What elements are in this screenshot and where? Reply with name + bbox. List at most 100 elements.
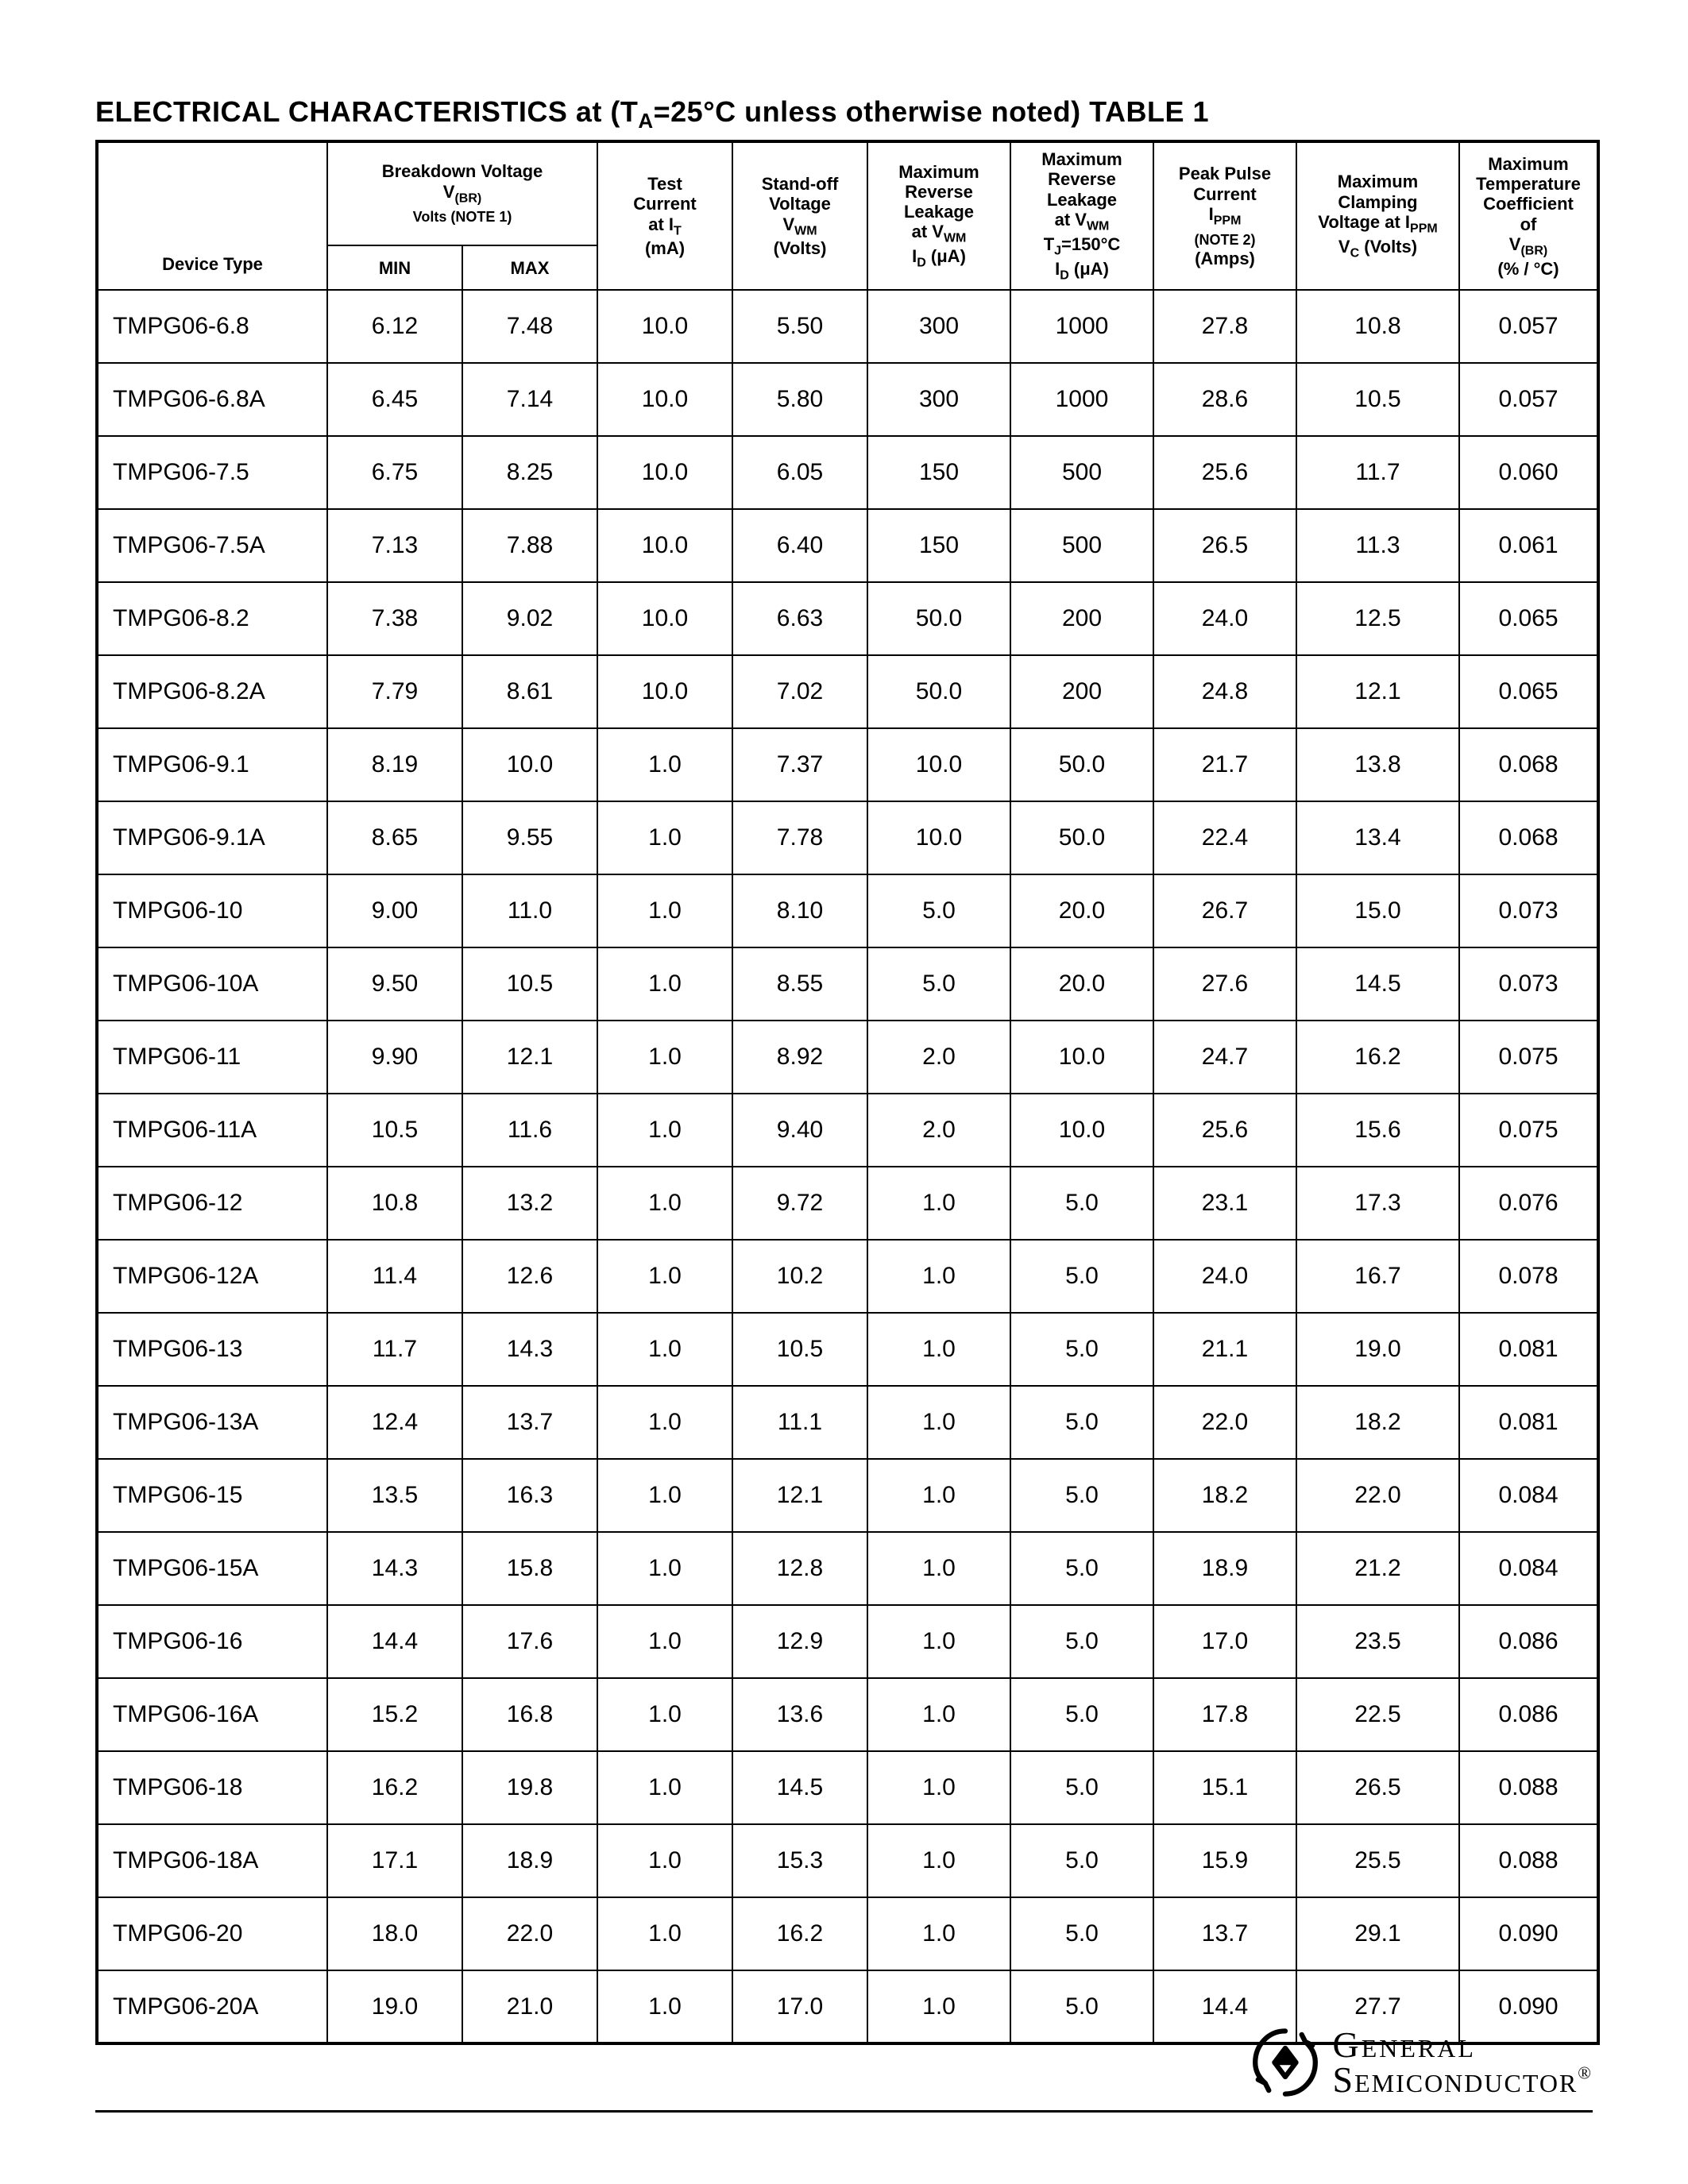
- cell-min: 9.50: [327, 947, 462, 1021]
- cell-it: 1.0: [597, 1094, 732, 1167]
- brand-line-2: Semiconductor®: [1332, 2062, 1593, 2097]
- cell-tc: 0.073: [1459, 874, 1598, 947]
- cell-tc: 0.061: [1459, 509, 1598, 582]
- cell-id2: 1000: [1010, 290, 1153, 363]
- cell-max: 12.1: [462, 1021, 597, 1094]
- cell-min: 16.2: [327, 1751, 462, 1824]
- cell-it: 1.0: [597, 1824, 732, 1897]
- cell-vc: 15.0: [1296, 874, 1459, 947]
- cell-device: TMPG06-7.5: [97, 436, 327, 509]
- leak1-l3: Leakage: [904, 202, 974, 222]
- cell-device: TMPG06-10: [97, 874, 327, 947]
- cell-min: 14.3: [327, 1532, 462, 1605]
- col-breakdown-group: Breakdown Voltage V(BR) Volts (NOTE 1): [327, 141, 597, 245]
- cell-vc: 22.5: [1296, 1678, 1459, 1751]
- cell-it: 10.0: [597, 655, 732, 728]
- table-row: TMPG06-1210.813.21.09.721.05.023.117.30.…: [97, 1167, 1598, 1240]
- cell-device: TMPG06-13A: [97, 1386, 327, 1459]
- col-max-label: MAX: [511, 258, 550, 278]
- table-row: TMPG06-9.1A8.659.551.07.7810.050.022.413…: [97, 801, 1598, 874]
- page: ELECTRICAL CHARACTERISTICS at (TA=25°C u…: [0, 0, 1688, 2184]
- cell-id1: 1.0: [867, 1240, 1010, 1313]
- vc-l4b: C: [1350, 246, 1360, 260]
- cell-ippm: 22.4: [1153, 801, 1296, 874]
- test-l1: Test: [647, 174, 682, 194]
- cell-vwm: 12.8: [732, 1532, 867, 1605]
- title-subscript: A: [638, 109, 653, 133]
- cell-tc: 0.084: [1459, 1532, 1598, 1605]
- cell-id1: 1.0: [867, 1386, 1010, 1459]
- cell-min: 13.5: [327, 1459, 462, 1532]
- cell-max: 10.5: [462, 947, 597, 1021]
- leak1-l4b: WM: [944, 232, 966, 245]
- cell-vwm: 15.3: [732, 1824, 867, 1897]
- leak2-l5c: =150°C: [1061, 234, 1120, 254]
- cell-ippm: 24.0: [1153, 1240, 1296, 1313]
- col-leak-1: Maximum Reverse Leakage at VWM ID (μA): [867, 141, 1010, 290]
- cell-vwm: 10.2: [732, 1240, 867, 1313]
- cell-id2: 200: [1010, 655, 1153, 728]
- cell-tc: 0.075: [1459, 1021, 1598, 1094]
- cell-vc: 18.2: [1296, 1386, 1459, 1459]
- cell-device: TMPG06-6.8A: [97, 363, 327, 436]
- cell-device: TMPG06-8.2: [97, 582, 327, 655]
- test-l3a: at I: [648, 214, 674, 234]
- cell-vc: 14.5: [1296, 947, 1459, 1021]
- cell-device: TMPG06-18: [97, 1751, 327, 1824]
- cell-tc: 0.081: [1459, 1386, 1598, 1459]
- table-row: TMPG06-1311.714.31.010.51.05.021.119.00.…: [97, 1313, 1598, 1386]
- cell-id1: 300: [867, 290, 1010, 363]
- cell-id1: 150: [867, 436, 1010, 509]
- cell-vc: 17.3: [1296, 1167, 1459, 1240]
- cell-vwm: 5.80: [732, 363, 867, 436]
- cell-it: 1.0: [597, 1459, 732, 1532]
- cell-ippm: 28.6: [1153, 363, 1296, 436]
- cell-max: 18.9: [462, 1824, 597, 1897]
- cell-ippm: 26.5: [1153, 509, 1296, 582]
- title-suffix: =25°C unless otherwise noted) TABLE 1: [654, 95, 1209, 128]
- cell-vc: 29.1: [1296, 1897, 1459, 1970]
- cell-min: 7.38: [327, 582, 462, 655]
- cell-vc: 13.8: [1296, 728, 1459, 801]
- cell-id2: 50.0: [1010, 728, 1153, 801]
- cell-max: 8.61: [462, 655, 597, 728]
- cell-vwm: 10.5: [732, 1313, 867, 1386]
- breakdown-sym-sub: (BR): [454, 191, 481, 205]
- cell-tc: 0.060: [1459, 436, 1598, 509]
- table-row: TMPG06-1614.417.61.012.91.05.017.023.50.…: [97, 1605, 1598, 1678]
- vc-l1: Maximum: [1338, 172, 1418, 191]
- cell-max: 21.0: [462, 1970, 597, 2043]
- cell-id2: 20.0: [1010, 947, 1153, 1021]
- cell-device: TMPG06-20A: [97, 1970, 327, 2043]
- cell-vc: 25.5: [1296, 1824, 1459, 1897]
- cell-id1: 300: [867, 363, 1010, 436]
- cell-min: 6.75: [327, 436, 462, 509]
- breakdown-note: Volts (NOTE 1): [413, 209, 512, 225]
- cell-vwm: 8.55: [732, 947, 867, 1021]
- cell-max: 13.2: [462, 1167, 597, 1240]
- cell-min: 19.0: [327, 1970, 462, 2043]
- cell-tc: 0.065: [1459, 655, 1598, 728]
- cell-id1: 50.0: [867, 655, 1010, 728]
- cell-vwm: 7.37: [732, 728, 867, 801]
- table-row: TMPG06-119.9012.11.08.922.010.024.716.20…: [97, 1021, 1598, 1094]
- cell-tc: 0.076: [1459, 1167, 1598, 1240]
- standoff-l3a: V: [782, 214, 794, 234]
- tc-l3: Coefficient: [1483, 194, 1574, 214]
- cell-vwm: 17.0: [732, 1970, 867, 2043]
- leak2-l5a: T: [1044, 234, 1054, 254]
- table-row: TMPG06-8.27.389.0210.06.6350.020024.012.…: [97, 582, 1598, 655]
- cell-id1: 150: [867, 509, 1010, 582]
- cell-vwm: 7.78: [732, 801, 867, 874]
- cell-id2: 5.0: [1010, 1751, 1153, 1824]
- cell-ippm: 18.9: [1153, 1532, 1296, 1605]
- cell-max: 7.48: [462, 290, 597, 363]
- col-standoff: Stand-off Voltage VWM (Volts): [732, 141, 867, 290]
- leak1-l5c: (μA): [926, 246, 966, 266]
- ippm-l1: Peak Pulse: [1179, 164, 1271, 183]
- vc-l3b: PPM: [1410, 222, 1438, 235]
- cell-device: TMPG06-15A: [97, 1532, 327, 1605]
- cell-vwm: 7.02: [732, 655, 867, 728]
- cell-min: 11.4: [327, 1240, 462, 1313]
- table-row: TMPG06-12A11.412.61.010.21.05.024.016.70…: [97, 1240, 1598, 1313]
